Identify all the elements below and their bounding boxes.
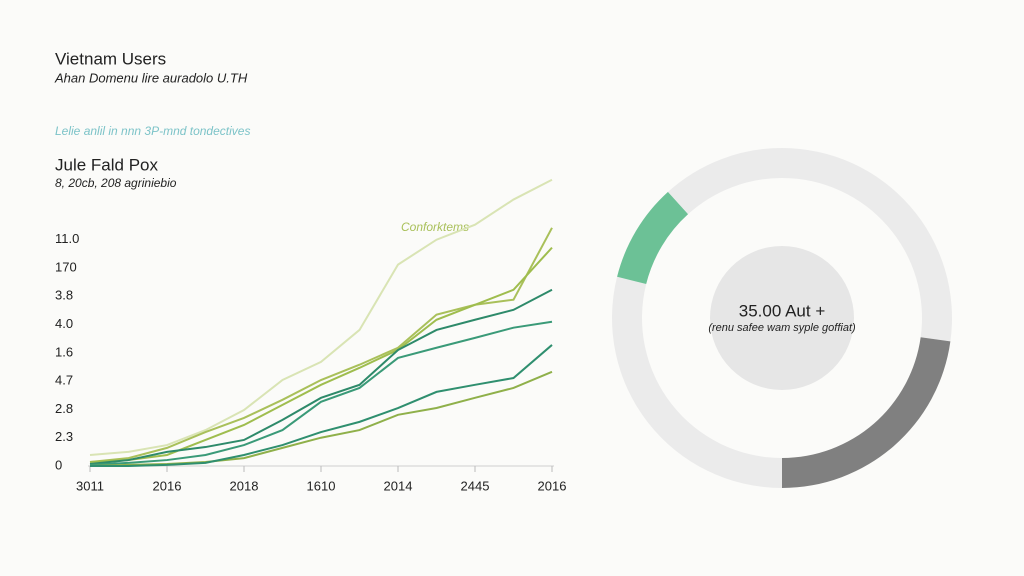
- x-tick-label: 2016: [153, 478, 182, 493]
- y-tick-label: 2.3: [55, 429, 73, 444]
- center-value: 35.00 Aut +: [739, 301, 826, 320]
- y-tick-label: 3.8: [55, 288, 73, 303]
- donut-segment: [782, 337, 951, 488]
- y-tick-label: 0: [55, 457, 62, 472]
- donut-segment: [617, 191, 689, 285]
- x-tick-label: 2016: [538, 478, 567, 493]
- series-line: [89, 288, 553, 466]
- page-subtitle: Ahan Domenu lire auradolo U.TH: [54, 70, 248, 85]
- y-tick-label: 1.6: [55, 344, 73, 359]
- series-line: [90, 344, 553, 467]
- page-title: Vietnam Users: [55, 49, 166, 68]
- y-tick-label: 11.0: [55, 231, 79, 246]
- x-tick-label: 2445: [461, 478, 490, 493]
- series-line: [89, 246, 553, 464]
- donut-segment: [782, 148, 952, 342]
- annotation: Conforktems: [401, 220, 469, 234]
- donut-center: [710, 246, 854, 390]
- x-tick-label: 2014: [384, 478, 413, 493]
- note: Lelie anlil in nnn 3P-mnd tondectives: [55, 124, 250, 138]
- donut-segment: [612, 276, 782, 488]
- chart-subtitle: 8, 20cb, 208 agriniebio: [55, 176, 177, 190]
- chart-title: Jule Fald Pox: [55, 155, 158, 174]
- series-line: [89, 178, 553, 456]
- y-tick-label: 170: [55, 259, 77, 274]
- x-tick-label: 3011: [76, 478, 104, 493]
- series-line: [89, 320, 553, 466]
- x-tick-label: 1610: [307, 478, 336, 493]
- center-note: (renu safee wam syple goffiat): [708, 322, 856, 334]
- y-tick-label: 4.0: [55, 316, 73, 331]
- x-tick-label: 2018: [230, 478, 259, 493]
- y-tick-label: 2.8: [55, 401, 73, 416]
- y-tick-label: 4.7: [55, 373, 73, 388]
- donut-segment: [667, 148, 782, 215]
